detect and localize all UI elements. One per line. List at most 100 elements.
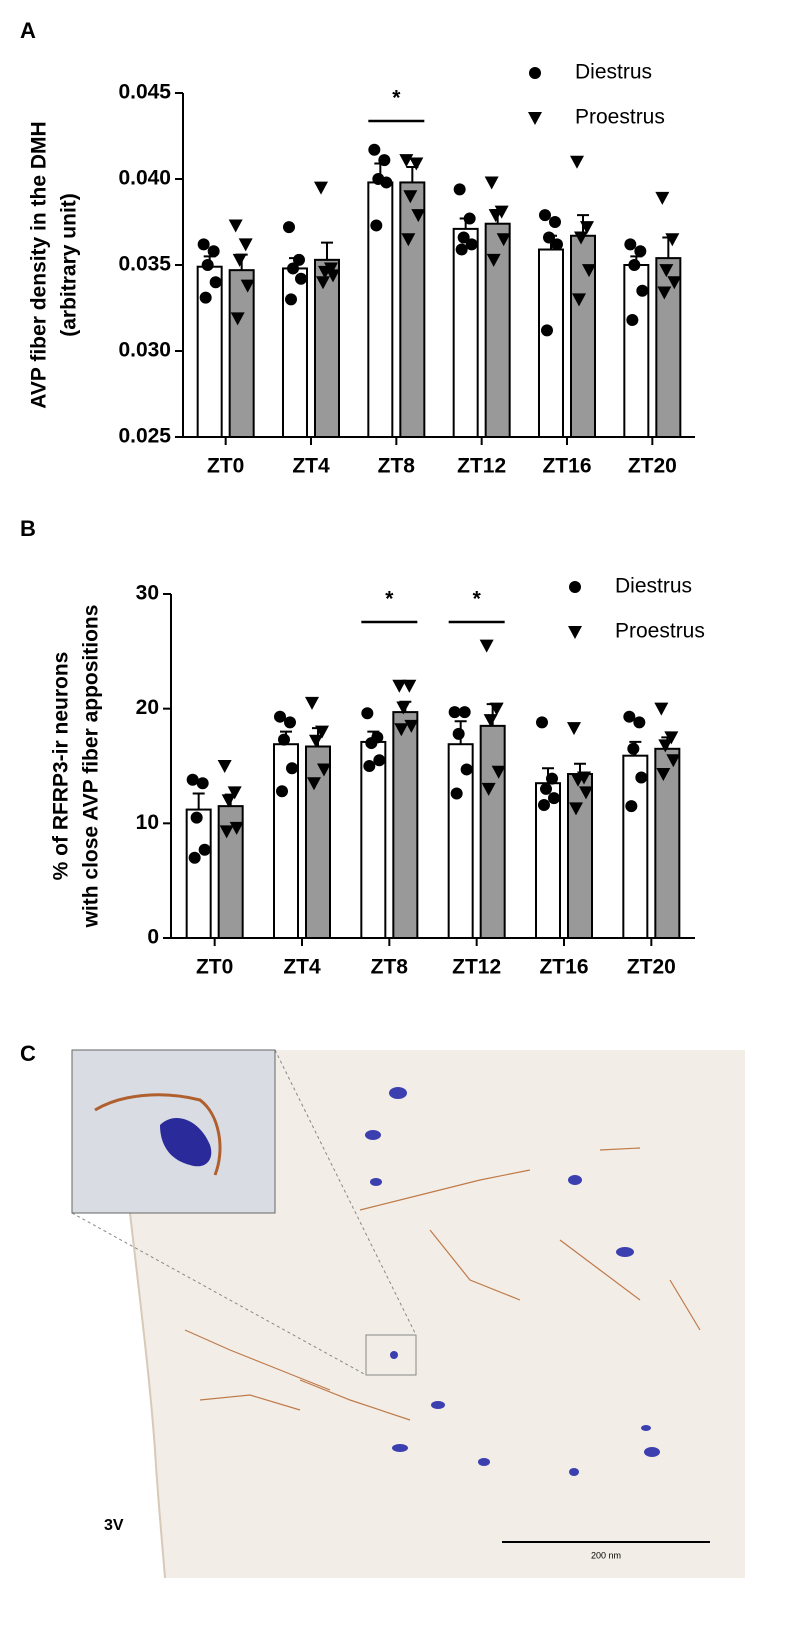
point [201,259,214,271]
point [409,157,424,171]
point [479,639,494,653]
point [368,143,381,156]
point [394,723,409,737]
y-tick-label: 0.045 [118,81,171,104]
x-tick-label: ZT12 [452,956,501,979]
point [199,291,212,304]
point [283,221,295,234]
point [238,238,253,252]
bar [196,265,223,438]
legend-label: Proestrus [575,106,665,129]
point [326,269,340,283]
point [363,760,376,772]
point [486,253,501,267]
x-tick-label: ZT16 [542,455,591,478]
y-axis-label: (arbitrary unit) [58,193,81,337]
point [198,843,211,856]
bar [452,227,479,438]
ventricle-edge [129,1212,166,1579]
point [491,765,506,779]
point [463,212,476,225]
bar [399,181,426,438]
y-tick-label: 0.030 [118,339,171,362]
y-tick-label: 10 [136,811,159,834]
point [623,710,636,723]
point [548,792,560,805]
bar [360,740,387,939]
bar [282,267,308,438]
point [659,264,674,278]
point [570,155,584,169]
point [551,238,563,251]
bar [392,711,419,940]
point [579,786,593,800]
point [378,154,391,167]
point [276,785,288,798]
x-tick-label: ZT16 [539,956,588,979]
scale-label: 200 nm [591,1550,621,1560]
point [465,238,478,251]
bar [654,747,681,939]
bar [228,269,255,438]
error-bar [321,241,333,260]
point [411,209,426,223]
point [568,626,582,639]
point [209,276,222,289]
point [230,312,245,326]
point [543,231,555,244]
y-axis-label: % of RFRP3-ir neurons [50,652,73,881]
point [314,181,328,195]
point [217,760,232,773]
point [380,176,393,189]
legend-label: Diestrus [575,61,652,84]
x-tick-label: ZT20 [628,455,677,478]
inset-fiber [94,1093,222,1176]
y-tick-label: 20 [136,696,159,719]
point [636,284,649,297]
bar [622,754,649,939]
point [665,233,680,247]
ventricle [72,1213,165,1578]
point [656,768,671,782]
point [190,811,203,824]
point [232,253,247,267]
panel-label: A [20,18,36,43]
point [448,706,461,719]
x-tick-label: ZT4 [283,956,321,979]
point [403,190,418,204]
x-tick-label: ZT12 [457,455,506,478]
point [370,219,383,232]
point [186,773,199,786]
point [324,262,338,276]
point [538,798,550,811]
point [285,293,297,306]
bar [367,181,394,438]
point [481,782,496,796]
panel-label: B [20,516,36,541]
point [286,762,298,775]
point [207,245,220,258]
point [626,314,639,327]
bar [305,745,331,939]
error-bar [192,792,205,810]
point [365,737,378,750]
neurons [365,1087,660,1476]
point [402,679,417,693]
point [667,276,682,290]
significance-label: * [392,87,401,110]
point [457,231,470,244]
point [315,725,329,739]
panel-label: C [20,1041,36,1066]
point [496,233,511,247]
point [494,205,509,219]
x-tick-label: ZT0 [207,455,244,478]
point [361,707,374,720]
point [455,243,468,256]
point [284,716,296,729]
x-tick-label: ZT0 [196,956,233,979]
y-tick-label: 0.025 [118,425,171,448]
inset-line [71,1212,367,1376]
point [654,702,669,716]
point [278,733,290,746]
point [539,209,551,222]
